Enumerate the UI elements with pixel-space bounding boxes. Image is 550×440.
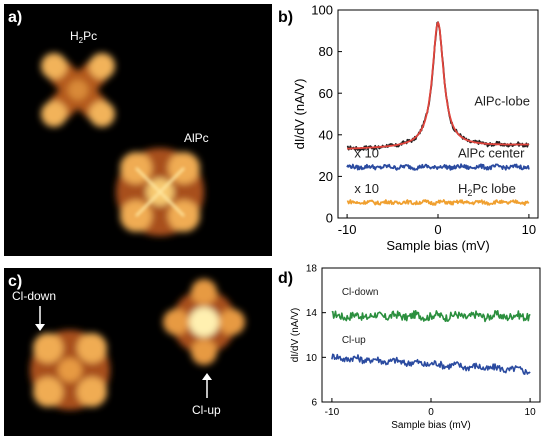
cl-down-label: Cl-down [12, 289, 56, 303]
y-tick-label: 40 [319, 127, 333, 142]
x-tick-label: 10 [522, 222, 536, 237]
y-tick-label: 0 [326, 211, 333, 226]
y-tick-label: 14 [306, 308, 318, 319]
annotation: H2Pc lobe [458, 181, 516, 198]
cl-up-arrow [202, 373, 212, 398]
annotation: Cl-down [342, 287, 379, 298]
series-line-h2pc-lobe [346, 199, 530, 206]
x-tick-label: 0 [428, 407, 434, 418]
panel-d-letter: d) [278, 270, 293, 287]
h2pc-molecule [41, 53, 115, 127]
y-axis-label: dI/dV (nA/V) [290, 308, 301, 362]
x-tick-label: -10 [325, 407, 340, 418]
x-axis-label: Sample bias (mV) [386, 238, 489, 253]
y-tick-label: 80 [319, 44, 333, 59]
y-tick-label: 6 [311, 398, 317, 409]
panel-b-letter: b) [278, 9, 293, 26]
cl-down-arrow [35, 306, 45, 331]
y-tick-label: 20 [319, 169, 333, 184]
y-tick-label: 10 [306, 353, 318, 364]
chart-d: d) -10 0 10 6 10 14 18 Sample bias (mV) dI/dV (n… [278, 264, 541, 431]
y-tick-label: 60 [319, 86, 333, 101]
series-line-alpc-lobe-fit [346, 21, 529, 150]
series-line-cl-down [331, 309, 531, 323]
y-axis-label: dI/dV (nA/V) [292, 79, 307, 150]
cl-down-molecule [30, 330, 110, 410]
annotation: AlPc center [458, 146, 525, 161]
panel-c: c) Cl-down Cl-up [4, 268, 272, 436]
y-tick-label: 18 [306, 264, 318, 275]
alpc-label: AlPc [184, 131, 209, 145]
annotation: x 10 [354, 146, 379, 161]
x-axis-label: Sample bias (mV) [391, 420, 470, 431]
annotation: x 10 [354, 181, 379, 196]
panel-c-letter: c) [8, 273, 22, 290]
cl-up-label: Cl-up [192, 403, 221, 417]
panel-a: a) H2Pc AlPc [4, 4, 272, 256]
panel-a-letter: a) [8, 9, 22, 26]
h2pc-label: H2Pc [70, 29, 97, 45]
series-line-alpc-lobe [346, 21, 530, 152]
series-line-alpc-center [346, 163, 530, 171]
x-tick-label: 10 [525, 407, 537, 418]
x-tick-label: 0 [434, 222, 441, 237]
series-line-cl-up [331, 353, 531, 376]
annotation: Cl-up [342, 335, 366, 346]
annotation: AlPc-lobe [474, 94, 530, 109]
x-tick-label: -10 [338, 222, 357, 237]
cl-up-molecule [163, 279, 245, 365]
y-tick-label: 100 [311, 3, 333, 18]
